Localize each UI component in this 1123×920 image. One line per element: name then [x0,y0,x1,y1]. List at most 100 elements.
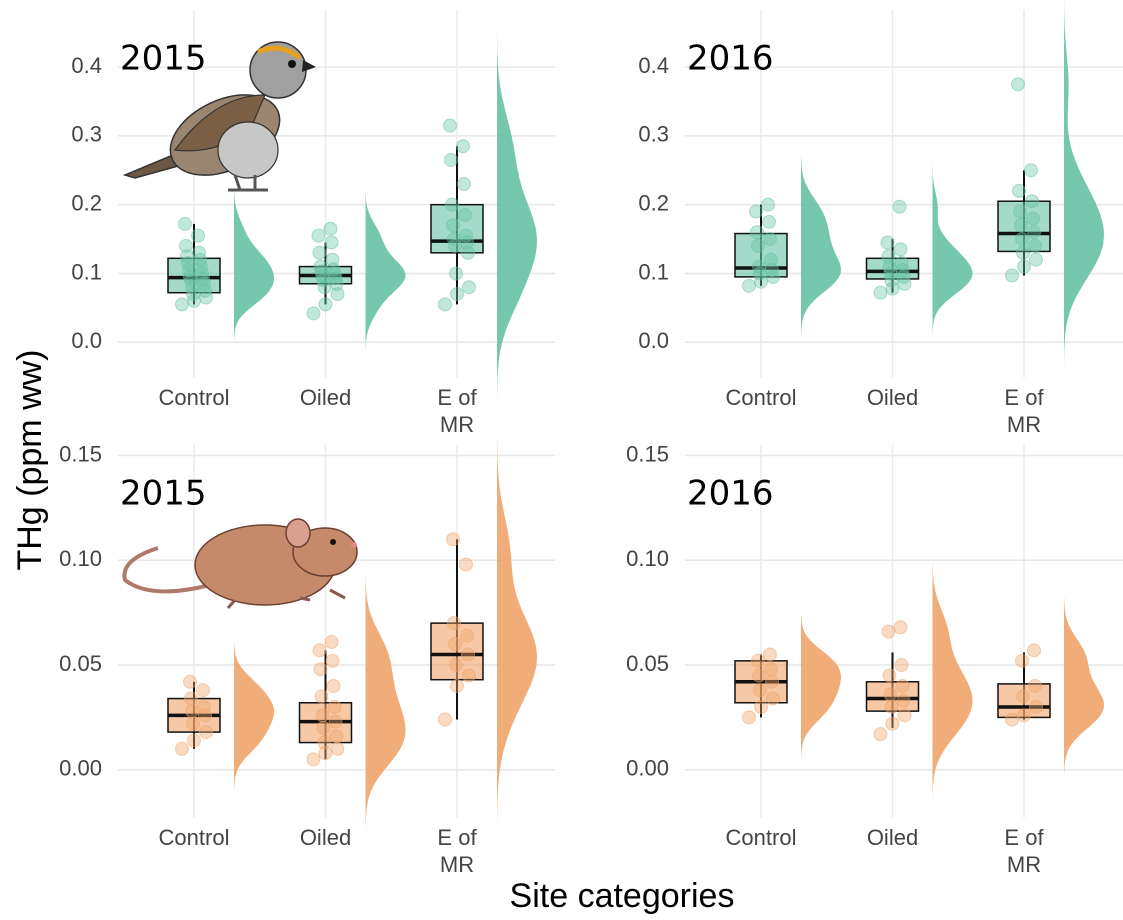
point [883,669,896,682]
point [200,726,213,739]
y-axis-label: THg (ppm ww) [11,349,49,570]
point [743,279,756,292]
point [331,742,344,755]
point [316,709,329,722]
point [448,617,461,630]
point [764,233,777,246]
y-tick-label: 0.2 [638,190,669,215]
point [1018,709,1031,722]
point [444,119,457,132]
x-tick-label: Oiled [300,824,351,851]
point [1017,690,1030,703]
x-tick-label: E of MR [1004,384,1043,438]
point [314,260,327,273]
point [897,694,910,707]
point [882,250,895,263]
x-tick-label: Control [159,824,230,851]
x-tick-label: Oiled [867,384,918,411]
point [457,140,470,153]
point [187,717,200,730]
density [234,641,274,791]
point [766,675,779,688]
density [933,165,973,335]
y-tick-label: 0.1 [71,259,102,284]
point [743,711,756,724]
point [176,742,189,755]
point [1028,226,1041,239]
point [755,700,768,713]
y-tick-label: 0.4 [71,53,102,78]
point [448,233,461,246]
y-tick-label: 0.0 [638,328,669,353]
y-tick-label: 0.1 [638,259,669,284]
point [750,205,763,218]
chart: 0.00.10.20.30.420150.00.10.20.30.420160.… [0,0,1123,920]
point [325,635,338,648]
point [186,705,199,718]
point [753,260,766,273]
point [180,239,193,252]
point [1030,700,1043,713]
point [881,236,894,249]
y-tick-label: 0.10 [59,546,102,571]
point [463,281,476,294]
y-tick-label: 0.15 [626,441,669,466]
point [752,239,765,252]
panel-title: 2016 [687,474,774,514]
y-tick-label: 0.00 [59,756,102,781]
point [318,736,331,749]
point [185,692,198,705]
point [1006,269,1019,282]
point [885,700,898,713]
point [874,728,887,741]
point [463,669,476,682]
point [327,679,340,692]
point [197,684,210,697]
x-tick-label: E of MR [1004,824,1043,878]
y-tick-label: 0.4 [638,53,669,78]
x-axis-label: Site categories [510,877,735,915]
x-tick-label: E of MR [437,824,476,878]
density [1064,0,1104,364]
y-tick-label: 0.10 [626,546,669,571]
y-tick-label: 0.3 [638,122,669,147]
y-tick-label: 0.05 [59,651,102,676]
point [447,533,460,546]
panel-title: 2016 [687,39,774,79]
point [886,717,899,730]
figure: 0.00.10.20.30.420150.00.10.20.30.420160.… [0,0,1123,920]
point [176,298,189,311]
point [1029,679,1042,692]
point [188,734,201,747]
y-tick-label: 0.2 [71,190,102,215]
point [458,178,471,191]
density [933,562,973,800]
density [366,189,406,354]
point [894,621,907,634]
point [751,226,764,239]
point [313,246,326,259]
point [450,659,463,672]
mouse-illustration [124,519,357,608]
point [1029,239,1042,252]
x-tick-label: Control [726,824,797,851]
point [459,208,472,221]
point [896,679,909,692]
point [1016,654,1029,667]
x-tick-label: Control [159,384,230,411]
point [326,654,339,667]
point [763,215,776,228]
point [198,700,211,713]
point [445,153,458,166]
point [439,713,452,726]
y-tick-label: 0.00 [626,756,669,781]
point [307,753,320,766]
point [752,654,765,667]
point [1016,233,1029,246]
density [234,187,274,342]
point [450,267,463,280]
point [1018,260,1031,273]
point [328,700,341,713]
point [884,688,897,701]
y-tick-label: 0.05 [626,651,669,676]
